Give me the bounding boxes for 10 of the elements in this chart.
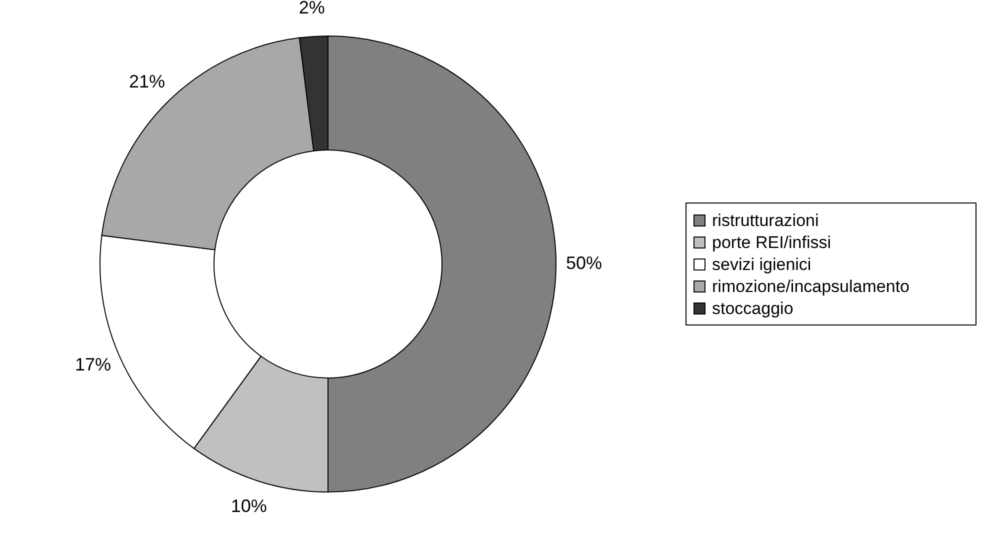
legend-label: rimozione/incapsulamento [712, 277, 910, 296]
data-label: 21% [128, 72, 165, 92]
data-label: 17% [75, 354, 112, 374]
legend-label: ristrutturazioni [712, 211, 819, 230]
legend-label: sevizi igienici [712, 255, 812, 274]
legend-label: porte REI/infissi [712, 233, 832, 252]
data-label: 2% [298, 0, 325, 18]
legend-label: stoccaggio [712, 299, 794, 318]
data-label: 50% [566, 252, 602, 273]
data-label: 10% [230, 496, 267, 516]
